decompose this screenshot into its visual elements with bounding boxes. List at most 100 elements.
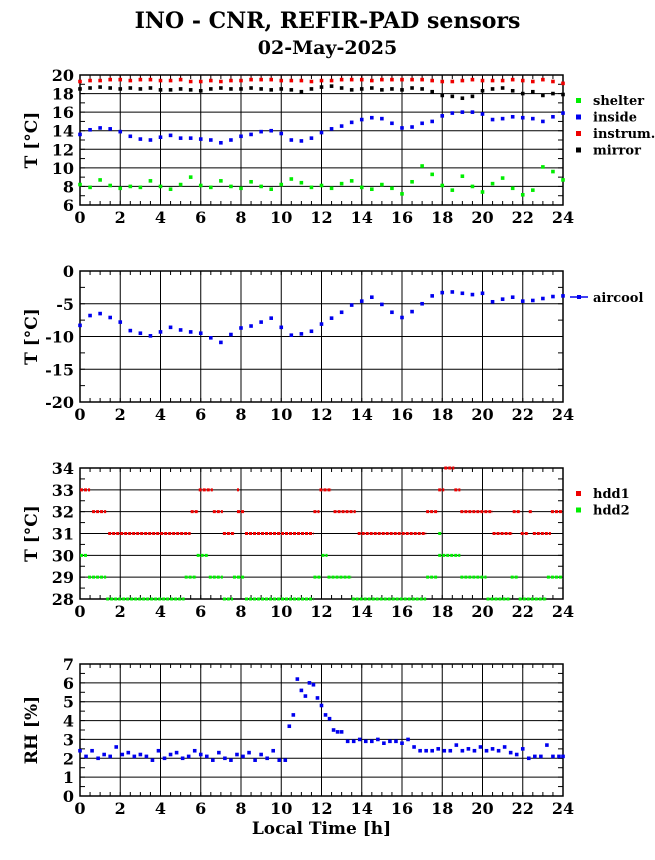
x-tick-label: 0 — [74, 799, 85, 818]
data-point — [168, 78, 173, 83]
data-point — [309, 136, 314, 140]
data-point — [299, 78, 304, 83]
legend-label: shelter — [593, 94, 644, 109]
data-point — [209, 185, 213, 190]
data-point — [299, 180, 304, 185]
data-point — [329, 186, 334, 191]
data-point — [168, 187, 173, 192]
data-point — [118, 186, 123, 191]
data-point — [329, 316, 334, 320]
data-point — [209, 336, 213, 340]
series-rh — [78, 677, 565, 762]
data-point — [370, 78, 374, 83]
y-tick-label: 31 — [52, 525, 74, 544]
x-tick-label: 24 — [552, 799, 574, 818]
data-point — [198, 331, 203, 336]
data-point — [178, 87, 183, 91]
data-point — [128, 78, 133, 83]
series-aircool — [78, 290, 565, 345]
x-tick-label: 24 — [552, 208, 574, 227]
data-point — [287, 724, 292, 729]
data-point — [158, 78, 163, 83]
data-point — [289, 333, 294, 337]
data-point — [490, 87, 495, 91]
data-point — [269, 88, 273, 92]
data-point — [239, 326, 243, 330]
y-tick-label: 3 — [63, 730, 74, 749]
y-tick-label: -15 — [45, 360, 74, 379]
data-point — [188, 79, 193, 84]
data-point — [108, 127, 112, 131]
y-axis-label: T [°C] — [22, 308, 42, 365]
data-point — [440, 114, 445, 118]
y-tick-label: 14 — [52, 122, 74, 141]
data-point — [223, 756, 227, 761]
data-point — [253, 758, 257, 762]
data-point — [539, 754, 543, 759]
data-point — [359, 117, 364, 122]
data-point — [460, 748, 465, 753]
data-point — [144, 754, 149, 759]
data-point — [259, 184, 263, 189]
data-point — [380, 88, 384, 92]
data-point — [98, 126, 102, 130]
legend-label: hdd1 — [593, 487, 630, 502]
data-point — [420, 121, 424, 126]
data-point — [329, 78, 334, 83]
data-point — [349, 88, 354, 92]
x-tick-label: 2 — [115, 208, 126, 227]
data-point — [450, 94, 455, 99]
data-point — [259, 87, 263, 91]
data-point — [108, 183, 112, 188]
data-point — [359, 185, 364, 190]
data-point — [510, 295, 515, 299]
data-point — [551, 114, 555, 119]
plot-frame — [79, 663, 564, 797]
x-tick-label: 16 — [391, 208, 413, 227]
data-point — [390, 121, 394, 126]
data-point — [279, 182, 284, 187]
data-point — [490, 78, 495, 83]
data-point — [510, 88, 515, 93]
data-point — [412, 745, 416, 749]
y-tick-label: 34 — [52, 459, 74, 478]
data-point — [440, 290, 445, 295]
data-point — [88, 127, 92, 132]
data-point — [490, 299, 495, 304]
x-tick-label: 4 — [155, 405, 166, 424]
data-point — [410, 309, 414, 314]
data-point — [351, 739, 356, 744]
x-tick-label: 2 — [115, 602, 126, 621]
data-point — [551, 91, 555, 96]
data-point — [349, 120, 354, 125]
y-tick-label: 4 — [63, 712, 74, 731]
x-tick-label: 20 — [471, 799, 493, 818]
data-point — [138, 87, 143, 91]
y-axis-label: T [°C] — [22, 505, 42, 562]
legend-marker — [576, 98, 581, 103]
data-point — [335, 730, 340, 734]
data-point — [188, 175, 193, 179]
data-point — [299, 139, 304, 143]
y-tick-label: 2 — [63, 749, 74, 768]
data-point — [466, 747, 471, 751]
data-point — [448, 748, 453, 753]
data-point — [500, 176, 505, 180]
data-point — [209, 138, 213, 142]
data-point — [450, 79, 455, 84]
data-point — [277, 758, 282, 762]
data-point — [148, 179, 153, 183]
data-point — [78, 748, 82, 753]
data-point — [430, 172, 434, 177]
data-point — [480, 190, 485, 194]
data-point — [128, 328, 133, 333]
data-point — [376, 737, 380, 742]
x-tick-label: 10 — [270, 208, 292, 227]
data-point — [269, 128, 273, 133]
data-point — [541, 93, 545, 98]
data-point — [241, 754, 245, 759]
x-tick-label: 18 — [431, 208, 453, 227]
data-point — [319, 85, 324, 89]
data-point — [418, 748, 422, 753]
